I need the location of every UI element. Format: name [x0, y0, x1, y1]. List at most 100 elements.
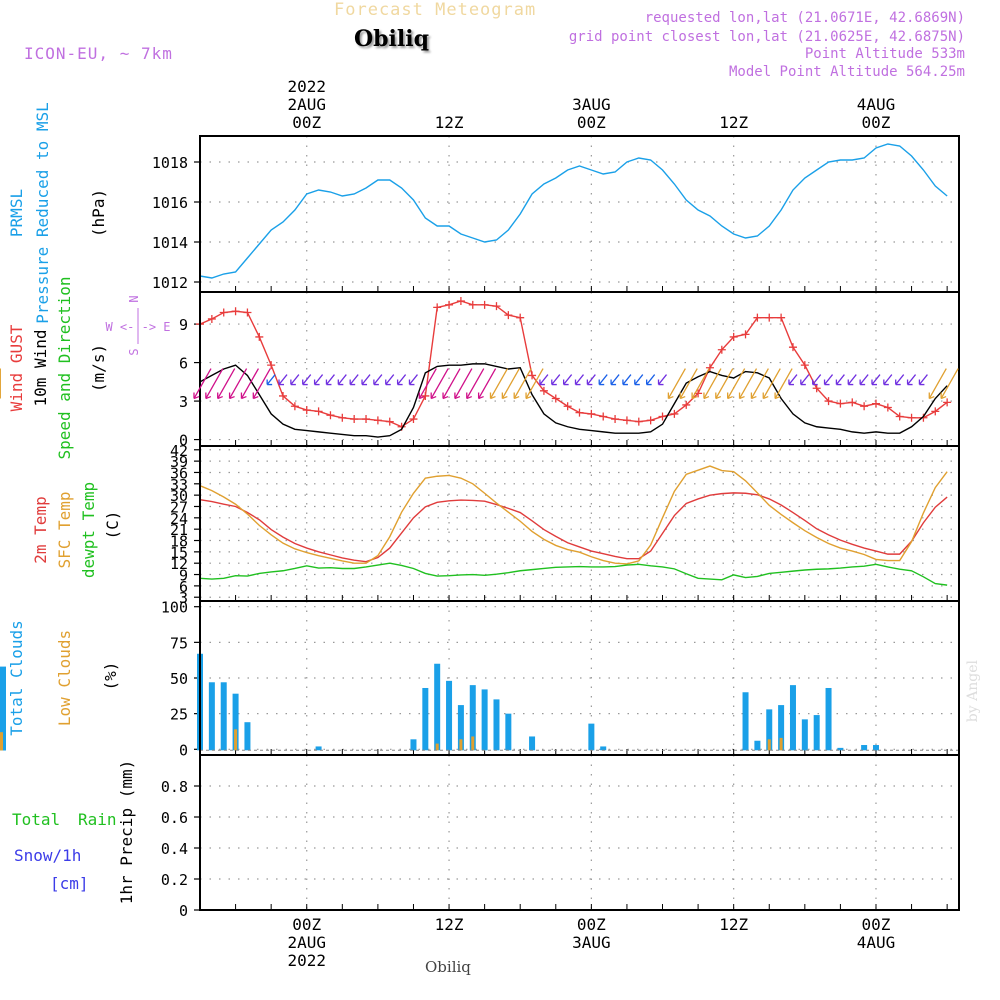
pressure-long-label: Pressure Reduced to MSL	[33, 102, 52, 324]
panel-pressure: 1012 1014 1016 1018	[152, 135, 960, 293]
y-tick-label: 50	[170, 670, 188, 688]
wind-arrow	[385, 374, 395, 386]
top-time-label: 00Z	[292, 113, 321, 132]
gust-marker	[646, 416, 655, 425]
gust-marker	[504, 311, 513, 320]
gust-marker	[445, 300, 454, 309]
gust-marker	[705, 363, 714, 372]
y-tick-label: 1016	[152, 194, 188, 212]
gust-marker	[516, 313, 525, 322]
meteogram-title: Forecast Meteogram	[334, 0, 537, 20]
wind-barb	[667, 368, 686, 399]
wind-barb-head	[228, 392, 235, 400]
wind-barb	[703, 368, 722, 399]
wind-arrow	[349, 374, 359, 386]
gust-marker	[907, 413, 916, 422]
bottom-time-label: 00Z	[862, 915, 891, 934]
panel-frame	[199, 291, 960, 447]
wind-barb	[501, 368, 520, 399]
wind-barb	[940, 368, 959, 399]
wind-barb-head	[667, 392, 674, 400]
wind-arrow	[337, 374, 347, 386]
total-cloud-bar	[754, 740, 761, 751]
bottom-time-label: 2AUG	[287, 933, 326, 952]
wind-barb-head	[691, 392, 698, 400]
series-line-dewpt-temp	[199, 562, 948, 586]
y-tick-label: 15	[170, 544, 188, 562]
gust-marker	[255, 332, 264, 341]
bottom-time-label: 12Z	[719, 915, 748, 934]
series-line-10m-wind	[199, 363, 948, 438]
series-line-wind-gust	[199, 300, 948, 428]
station-name: Obiliq	[354, 26, 430, 52]
wind-barb-head	[715, 392, 722, 400]
gust-marker	[350, 415, 359, 424]
y-tick-label: 6	[179, 355, 188, 373]
gust-marker	[729, 332, 738, 341]
model-altitude: Model Point Altitude 564.25m	[728, 64, 965, 80]
bottom-time-label: 2022	[287, 951, 326, 970]
gust-marker	[551, 394, 560, 403]
gust-marker	[753, 313, 762, 322]
low-cloud-bar	[471, 736, 475, 751]
wind-barb	[430, 368, 449, 399]
gust-marker	[385, 417, 394, 426]
gust-marker	[433, 303, 442, 312]
wind-arrow	[835, 374, 845, 386]
gust-marker	[836, 399, 845, 408]
total-cloud-bar	[244, 722, 251, 751]
precip-total-label: Total	[12, 810, 60, 829]
panel-precip: 0 0.2 0.4 0.6 0.8	[161, 754, 960, 920]
total-cloud-bar	[872, 745, 879, 751]
total-cloud-bar	[208, 682, 215, 751]
wind-arrow	[396, 374, 407, 386]
total-cloud-bar	[434, 663, 441, 751]
wind-arrow	[871, 374, 881, 386]
total-cloud-bar	[422, 687, 429, 751]
wind-barb	[715, 368, 734, 399]
gust-marker	[539, 386, 548, 395]
low-cloud-bar	[459, 739, 463, 751]
gust-marker	[362, 415, 371, 424]
y-tick-label: 75	[170, 634, 188, 652]
y-tick-label: 9	[179, 567, 188, 585]
wind-barb	[466, 368, 485, 399]
total-cloud-bar	[529, 736, 536, 751]
wind-arrow	[539, 374, 549, 386]
wind-arrow	[408, 374, 418, 386]
gust-marker	[788, 343, 797, 352]
gust-marker	[587, 409, 596, 418]
wind-barb	[928, 368, 947, 399]
gust-marker	[765, 313, 774, 322]
wind-arrow	[788, 374, 798, 386]
gust-marker	[919, 413, 928, 422]
gust-marker	[492, 302, 501, 311]
total-cloud-bar	[469, 685, 476, 751]
low-cloud-bar	[234, 729, 238, 751]
wind-direction-label: Speed and Direction	[55, 276, 74, 459]
wind-barb-head	[454, 392, 461, 400]
total-cloud-bar	[220, 682, 227, 751]
panel-frame	[199, 445, 960, 602]
total-cloud-bar	[481, 689, 488, 751]
wind-barb-head	[240, 392, 247, 400]
wind-barb	[513, 368, 532, 399]
total-cloud-bar	[600, 746, 607, 751]
wind-barb	[750, 368, 769, 399]
wind-arrow	[586, 374, 596, 386]
y-tick-label: 0.8	[161, 778, 188, 796]
gust-marker	[575, 408, 584, 417]
temp-label: 2m Temp	[31, 496, 50, 563]
wind-barb	[489, 368, 509, 399]
gust-marker	[456, 296, 465, 305]
gust-marker	[812, 384, 821, 393]
top-time-label: 2022	[287, 77, 326, 96]
wind-barb-head	[703, 392, 710, 400]
point-altitude: Point Altitude 533m	[804, 46, 965, 62]
panel-wind: 0 3 6 9	[179, 291, 960, 450]
gust-marker	[871, 399, 880, 408]
y-tick-label: 30	[170, 487, 188, 505]
precip-snow-label: Snow/1h	[14, 846, 81, 865]
panel-frame	[199, 754, 960, 911]
wind-arrow	[859, 374, 869, 386]
